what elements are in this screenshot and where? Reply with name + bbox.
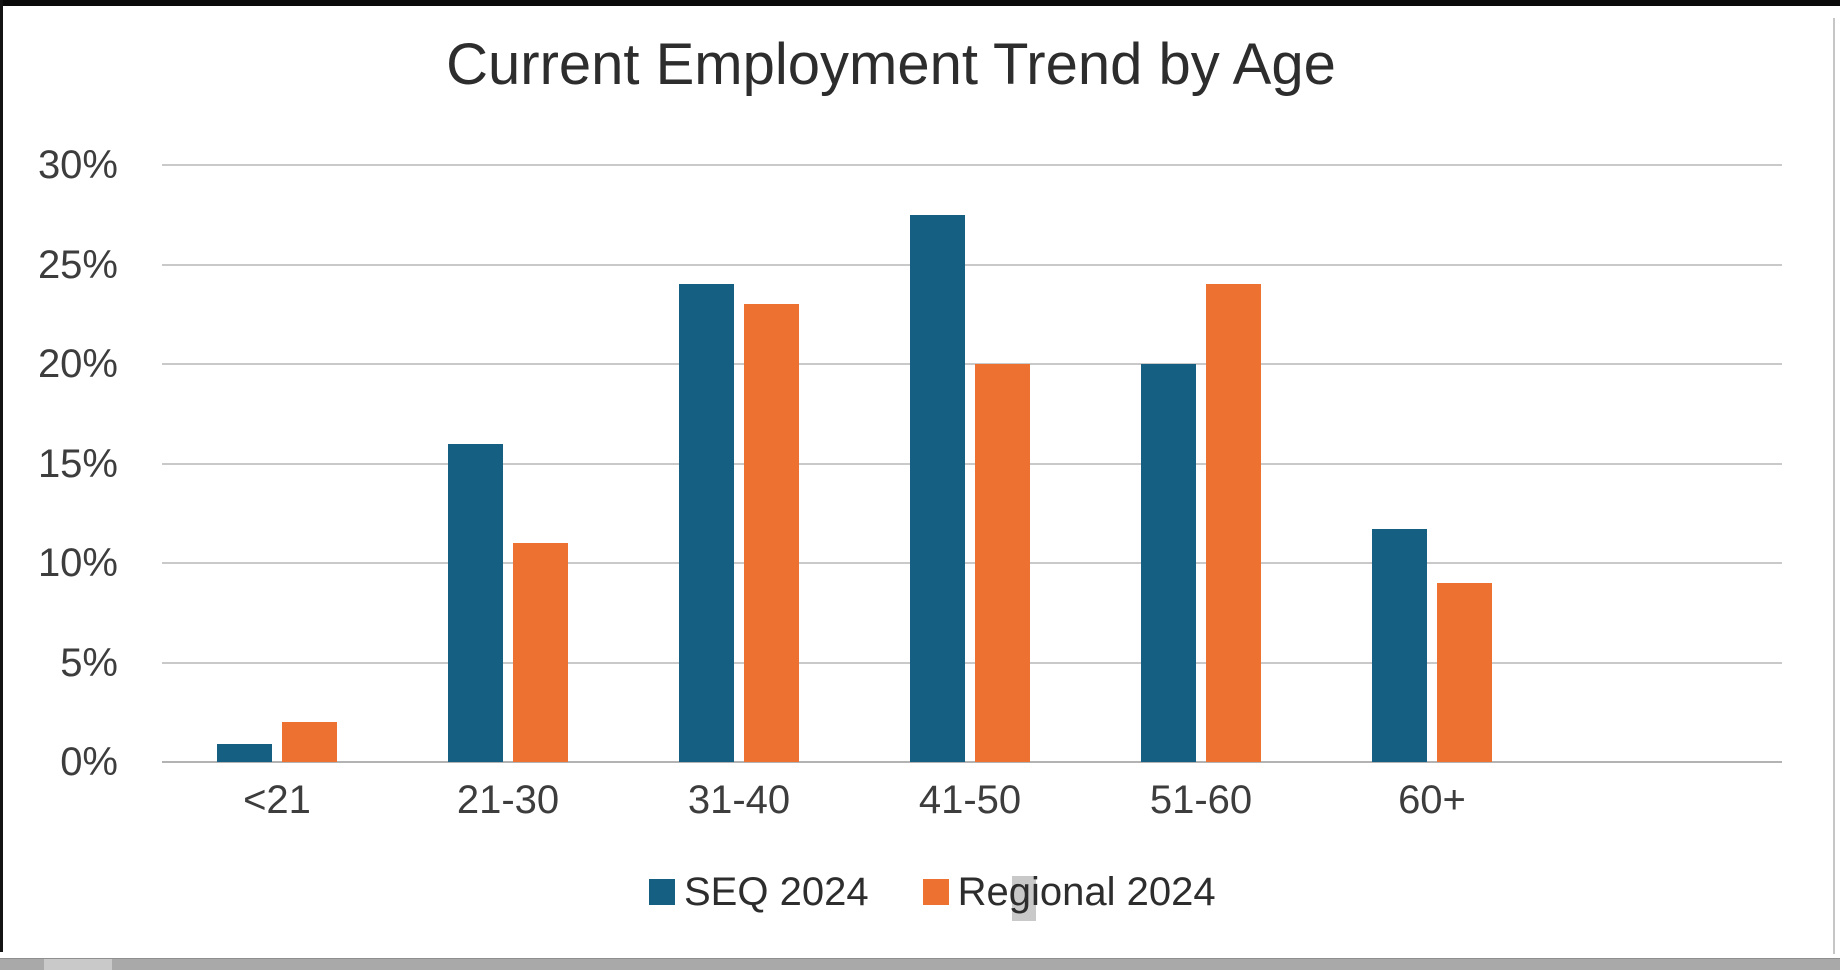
x-category-label: 41-50 [918,778,1022,822]
window-top-border [0,0,1840,6]
bar-regional-2024-0 [282,722,337,762]
gridline [162,562,1782,564]
bar-regional-2024-3 [975,364,1030,762]
window-left-border [0,0,3,952]
gridline [162,463,1782,465]
y-tick-label: 25% [37,243,118,287]
y-tick-label: 30% [37,143,118,187]
bar-seq-2024-5 [1372,529,1427,762]
gridline [162,164,1782,166]
legend-item: SEQ 2024 [649,872,869,912]
bar-regional-2024-1 [513,543,568,762]
x-category-label: 51-60 [1149,778,1253,822]
y-tick-label: 10% [37,541,118,585]
bar-regional-2024-5 [1437,583,1492,762]
legend-swatch-icon [649,879,675,905]
bar-seq-2024-0 [217,744,272,762]
bar-seq-2024-4 [1141,364,1196,762]
chart-title: Current Employment Trend by Age [446,32,1336,97]
gridline [162,264,1782,266]
chart-legend: SEQ 2024 Regional 2024 [649,872,1216,912]
x-category-label: 21-30 [456,778,560,822]
legend-swatch-icon [922,879,949,905]
gridline [162,662,1782,664]
bar-seq-2024-2 [679,284,734,762]
gridline [162,363,1782,365]
legend-item: Regional 2024 [922,870,1216,914]
y-tick-label: 20% [37,342,118,386]
x-category-label: <21 [243,778,311,822]
bottom-scrollbar-thumb[interactable] [44,959,112,970]
y-tick-label: 0% [60,740,118,784]
bottom-scrollbar-track[interactable] [0,958,1840,970]
x-category-label: 31-40 [687,778,791,822]
window-right-border [1833,18,1835,954]
bar-seq-2024-1 [448,444,503,762]
gridline [162,761,1782,763]
bar-regional-2024-4 [1206,284,1261,762]
x-category-label: 60+ [1398,778,1466,822]
bar-seq-2024-3 [910,215,965,762]
y-tick-label: 15% [37,442,118,486]
bar-regional-2024-2 [744,304,799,762]
legend-label: SEQ 2024 [684,870,869,914]
legend-label: Regional 2024 [957,870,1216,914]
compression-artifact [1012,876,1036,921]
y-tick-label: 5% [60,641,118,685]
